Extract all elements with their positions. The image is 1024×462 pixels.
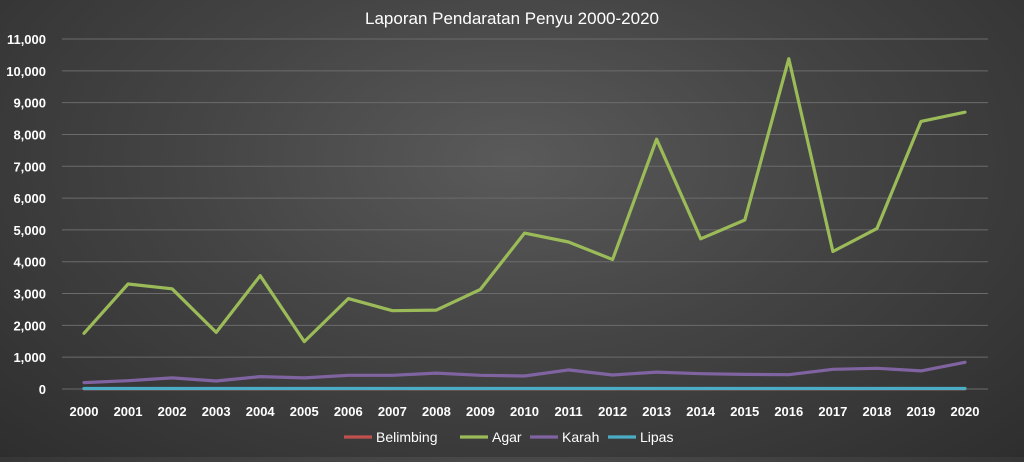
series-lines — [82, 57, 967, 391]
y-tick-label: 4,000 — [13, 255, 46, 270]
x-tick-label: 2003 — [202, 404, 231, 419]
y-tick-label: 1,000 — [13, 350, 46, 365]
y-axis-ticks: 0 1,000 2,000 3,000 4,000 5,000 6,000 7,000 8,00… — [6, 32, 46, 397]
x-tick-label: 2007 — [378, 404, 407, 419]
x-tick-label: 2010 — [510, 404, 539, 419]
y-tick-label: 8,000 — [13, 127, 46, 142]
x-tick-label: 2000 — [70, 404, 99, 419]
x-tick-label: 2018 — [862, 404, 891, 419]
legend-label: Agar — [492, 429, 522, 445]
x-tick-label: 2013 — [642, 404, 671, 419]
legend-label: Belimbing — [376, 429, 437, 445]
x-tick-label: 2009 — [466, 404, 495, 419]
legend-label: Karah — [562, 429, 599, 445]
gridlines — [62, 38, 988, 390]
series-line-agar — [82, 57, 967, 344]
x-tick-label: 2020 — [951, 404, 980, 419]
y-tick-label: 7,000 — [13, 159, 46, 174]
y-tick-label: 0 — [39, 382, 46, 397]
y-tick-label: 10,000 — [6, 64, 46, 79]
x-tick-label: 2005 — [290, 404, 319, 419]
y-tick-label: 5,000 — [13, 223, 46, 238]
legend: Belimbing Agar Karah Lipas — [344, 429, 673, 445]
y-tick-label: 9,000 — [13, 96, 46, 111]
x-tick-label: 2017 — [818, 404, 847, 419]
chart-title: Laporan Pendaratan Penyu 2000-2020 — [365, 9, 659, 28]
x-tick-label: 2004 — [246, 404, 276, 419]
y-tick-label: 2,000 — [13, 318, 46, 333]
x-tick-label: 2019 — [906, 404, 935, 419]
x-tick-label: 2016 — [774, 404, 803, 419]
x-tick-label: 2015 — [730, 404, 759, 419]
y-tick-label: 11,000 — [7, 32, 46, 47]
y-tick-label: 3,000 — [13, 287, 46, 302]
x-tick-label: 2014 — [686, 404, 716, 419]
x-tick-label: 2008 — [422, 404, 451, 419]
x-tick-label: 2001 — [114, 404, 143, 419]
legend-label: Lipas — [640, 429, 673, 445]
x-axis-ticks: 2000 2001 2002 2003 2004 2005 2006 2007 2008 2009… — [70, 404, 980, 419]
series-line-karah — [82, 360, 967, 385]
x-tick-label: 2011 — [554, 404, 582, 419]
x-tick-label: 2012 — [598, 404, 627, 419]
x-tick-label: 2002 — [158, 404, 187, 419]
y-tick-label: 6,000 — [13, 191, 46, 206]
x-tick-label: 2006 — [334, 404, 363, 419]
